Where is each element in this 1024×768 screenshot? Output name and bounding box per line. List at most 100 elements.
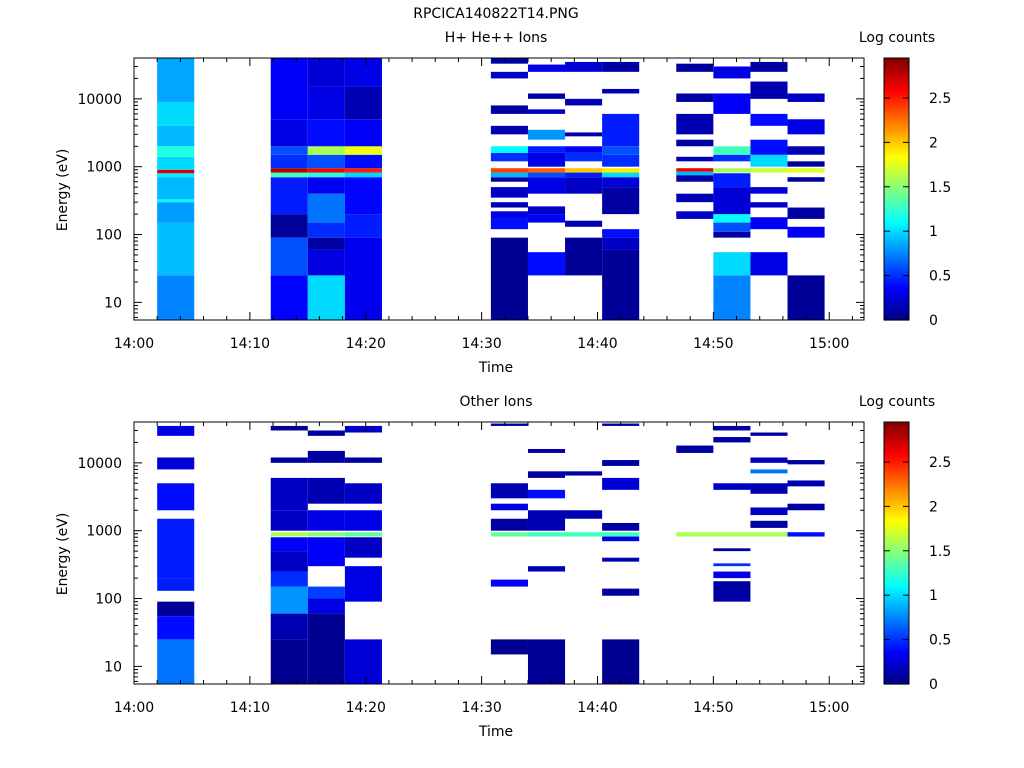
heatmap-cell	[307, 537, 345, 567]
colorbar-tick-label: 0.5	[929, 633, 951, 649]
heatmap-cell	[750, 252, 788, 276]
figure-title: RPCICA140822T14.PNG	[413, 6, 578, 22]
heatmap-cell	[344, 146, 382, 155]
heatmap-cell	[157, 101, 195, 126]
colorbar-swatch	[884, 140, 909, 144]
colorbar-swatch	[884, 596, 909, 600]
heatmap-cell	[565, 220, 603, 227]
heatmap-cell	[676, 532, 714, 537]
colorbar-swatch	[884, 101, 909, 105]
colorbar-swatch	[884, 204, 909, 208]
colorbar-swatch	[884, 544, 909, 548]
colorbar-swatch	[884, 539, 909, 543]
colorbar-swatch	[884, 625, 909, 628]
x-axis-label: Time	[478, 360, 513, 376]
heatmap-cell	[490, 211, 528, 219]
colorbar-swatch	[884, 428, 909, 432]
colorbar-swatch	[884, 97, 909, 101]
colorbar-swatch	[884, 461, 909, 465]
heatmap-cell	[270, 58, 308, 120]
colorbar-swatch	[884, 563, 909, 567]
colorbar-swatch	[884, 252, 909, 256]
heatmap-cell	[602, 522, 640, 531]
heatmap-cell	[157, 518, 195, 579]
heatmap-cell	[270, 477, 308, 511]
heatmap-cell	[676, 445, 714, 453]
heatmap-cell	[270, 154, 308, 169]
heatmap-cell	[750, 520, 788, 528]
heatmap-cell	[344, 532, 382, 537]
heatmap-cell	[713, 548, 751, 552]
colorbar-swatch	[884, 197, 909, 201]
colorbar-swatch	[884, 504, 909, 508]
heatmap-cell	[787, 532, 825, 537]
colorbar-swatch	[884, 180, 909, 184]
colorbar-swatch	[884, 86, 909, 90]
colorbar-swatch	[884, 256, 909, 260]
heatmap-cell	[344, 566, 382, 602]
heatmap-cell	[565, 98, 603, 106]
colorbar-swatch	[884, 261, 909, 264]
colorbar-swatch	[884, 103, 909, 107]
heatmap-cell	[565, 471, 603, 476]
heatmap-cell	[344, 457, 382, 463]
colorbar-swatch	[884, 265, 909, 269]
colorbar-frame	[883, 421, 910, 685]
colorbar-swatch	[884, 640, 909, 644]
colorbar-swatch	[884, 108, 909, 111]
colorbar-swatch	[884, 210, 909, 214]
heatmap-cell	[713, 168, 751, 173]
colorbar-swatch	[884, 437, 909, 441]
heatmap-cell	[157, 156, 195, 170]
axis-ticks: 14:00 14:10 14:20 14:30 14:40 14:50 15:00 10 100…	[77, 421, 864, 716]
colorbar-swatch	[884, 295, 909, 299]
heatmap-cell	[527, 448, 566, 453]
heatmap-cell	[344, 639, 382, 684]
colorbar-swatch	[884, 154, 909, 157]
heatmap-cell	[157, 483, 195, 511]
heatmap-cell	[527, 566, 566, 572]
colorbar-swatch	[884, 616, 909, 620]
heatmap-cell	[602, 557, 640, 562]
colorbar-swatch	[884, 474, 909, 478]
colorbar-swatch	[884, 533, 909, 537]
heatmap-cell	[270, 168, 308, 173]
colorbar-swatch	[884, 566, 909, 569]
colorbar-swatch	[884, 95, 909, 98]
x-tick-label: 14:00	[114, 700, 154, 716]
heatmap-cell	[270, 146, 308, 155]
heatmap-cell	[602, 61, 640, 72]
colorbar-swatch	[884, 199, 909, 203]
colorbar-swatch	[884, 480, 909, 484]
heatmap-cell	[565, 172, 603, 178]
colorbar-swatch	[884, 452, 909, 456]
heatmap-cell	[307, 193, 345, 223]
heatmap-cell	[750, 168, 788, 173]
colorbar-swatch	[884, 470, 909, 473]
y-axis-label: Energy (eV)	[55, 149, 71, 232]
heatmap-cell	[602, 172, 640, 178]
colorbar-swatch	[884, 572, 909, 576]
colorbar-swatch	[884, 456, 909, 460]
heatmap-cell	[676, 63, 714, 72]
colorbar-swatch	[884, 136, 909, 140]
heatmap-cell	[713, 581, 751, 602]
colorbar-swatch	[884, 653, 909, 657]
heatmap-cell	[307, 275, 345, 320]
colorbar-swatch	[884, 430, 909, 434]
heatmap-cell	[490, 146, 528, 153]
colorbar-swatch	[884, 258, 909, 262]
heatmap-cell	[490, 639, 528, 655]
colorbar-swatch	[884, 213, 909, 216]
heatmap-cell	[490, 423, 528, 426]
colorbar-swatch	[884, 114, 909, 118]
heatmap-cell	[602, 532, 640, 537]
heatmap-cell	[307, 477, 345, 504]
heatmap-cell	[713, 231, 751, 238]
colorbar-swatch	[884, 92, 909, 96]
heatmap-cell	[270, 425, 308, 431]
colorbar-tick-label: 1.5	[929, 544, 951, 560]
colorbar-swatch	[884, 620, 909, 624]
heatmap-cell	[344, 58, 382, 87]
heatmap-cell	[602, 536, 640, 542]
